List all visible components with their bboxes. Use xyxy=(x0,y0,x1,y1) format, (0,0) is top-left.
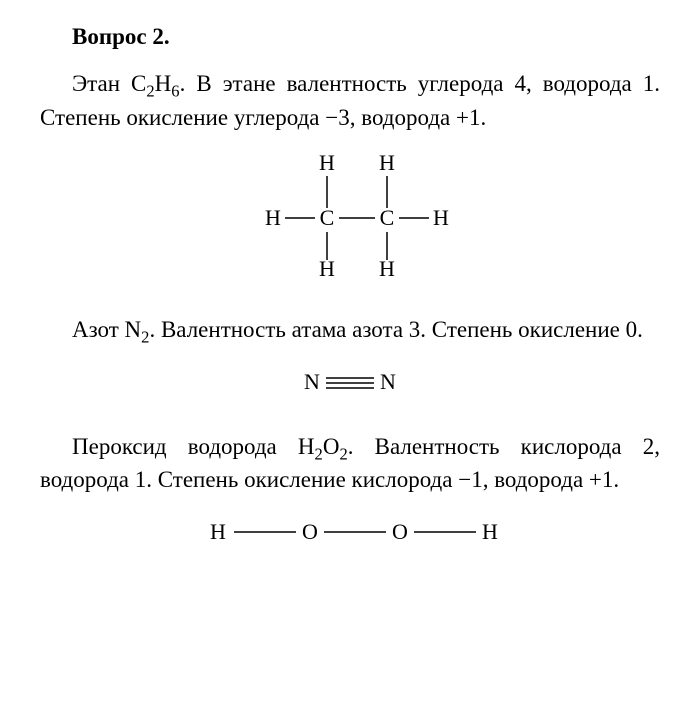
atom-n: N xyxy=(380,369,396,394)
atom-c: C xyxy=(320,205,335,230)
atom-o: O xyxy=(392,519,408,544)
paragraph-nitrogen: Азот N2. Валентность атама азота 3. Степ… xyxy=(40,313,660,346)
atom-h: H xyxy=(482,519,498,544)
peroxide-svg: H O O H xyxy=(200,515,500,549)
peroxide-diagram: H O O H xyxy=(40,515,660,558)
atom-h: H xyxy=(379,152,395,175)
subscript: 2 xyxy=(146,82,154,101)
ethane-svg: H H H C C H H H xyxy=(245,152,455,282)
atom-h: H xyxy=(433,205,449,230)
nitrogen-svg: N N xyxy=(290,365,410,399)
text: O xyxy=(323,434,340,459)
atom-n: N xyxy=(304,369,320,394)
text: . Валентность атама азота 3. Степень оки… xyxy=(149,317,642,342)
subscript: 6 xyxy=(171,82,179,101)
text: Пероксид водорода H xyxy=(72,434,315,459)
subscript: 2 xyxy=(315,445,323,464)
subscript: 2 xyxy=(339,445,347,464)
text: Азот N xyxy=(72,317,141,342)
paragraph-ethane: Этан C2H6. В этане валентность углерода … xyxy=(40,67,660,134)
nitrogen-diagram: N N xyxy=(40,365,660,408)
paragraph-peroxide: Пероксид водорода H2O2. Валентность кисл… xyxy=(40,430,660,497)
atom-h: H xyxy=(265,205,281,230)
question-heading: Вопрос 2. xyxy=(40,20,660,53)
atom-h: H xyxy=(210,519,226,544)
text: H xyxy=(155,71,172,96)
page-content: Вопрос 2. Этан C2H6. В этане валентность… xyxy=(0,0,700,600)
atom-o: O xyxy=(302,519,318,544)
text: Этан C xyxy=(72,71,146,96)
ethane-diagram: H H H C C H H H xyxy=(40,152,660,291)
atom-h: H xyxy=(319,152,335,175)
atom-c: C xyxy=(380,205,395,230)
